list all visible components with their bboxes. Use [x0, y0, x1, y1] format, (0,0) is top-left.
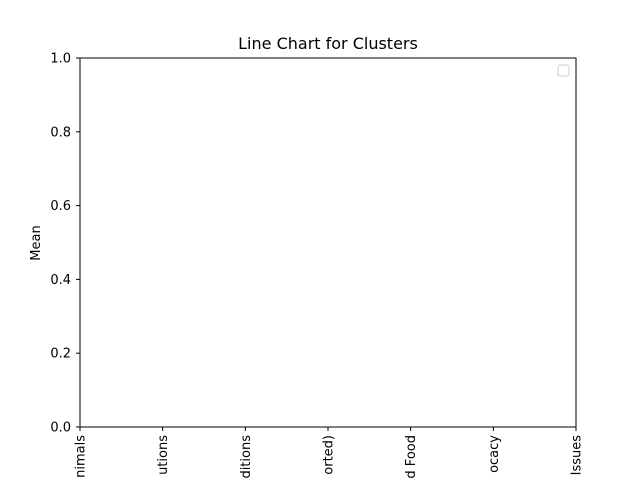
- x-tick-label: ocacy: [487, 435, 502, 473]
- x-tick-label: nimals: [74, 435, 89, 478]
- x-axis: nimals utions ditions orted) d Food ocacy Issu…: [74, 427, 585, 479]
- y-tick-label: 0.0: [50, 421, 71, 436]
- x-tick-label: d Food: [404, 435, 419, 479]
- y-tick-label: 0.8: [50, 125, 71, 140]
- y-tick-label: 0.6: [50, 199, 71, 214]
- x-tick-label: ditions: [239, 435, 254, 479]
- x-tick-label: utions: [156, 435, 171, 475]
- y-axis: 0.0 0.2 0.4 0.6 0.8 1.0: [50, 52, 80, 436]
- plot-frame: [79, 57, 577, 428]
- legend-box: [557, 64, 570, 77]
- y-axis-label: Mean: [29, 225, 44, 260]
- y-tick-label: 0.2: [50, 347, 71, 362]
- x-tick-label: orted): [322, 435, 337, 475]
- chart-title: Line Chart for Clusters: [238, 34, 418, 53]
- plot-area: [79, 57, 577, 428]
- y-tick-label: 1.0: [50, 52, 71, 67]
- x-tick-label: Issues: [570, 435, 585, 476]
- y-tick-label: 0.4: [50, 273, 71, 288]
